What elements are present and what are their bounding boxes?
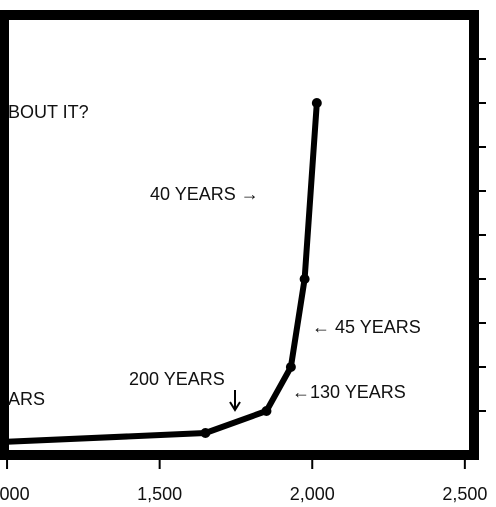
x-tick-label: 2,500 [442,484,487,504]
point [285,362,296,372]
point [311,98,322,108]
line [6,102,320,445]
arrow [229,390,241,412]
annotation: 40 YEARS → [150,184,259,204]
annotation: ←130 YEARS [292,382,406,402]
point [299,274,310,284]
point [200,428,211,438]
x-tick-label: 1,000 [0,484,30,504]
x-tick-label: 2,000 [290,484,335,504]
annotation: ← 45 YEARS [312,317,421,337]
annotation: 200 YEARS [129,369,225,389]
annotation: BOUT IT? [8,102,89,122]
point [261,406,272,416]
x-tick-label: 1,500 [137,484,182,504]
annotation: ARS [8,389,45,409]
